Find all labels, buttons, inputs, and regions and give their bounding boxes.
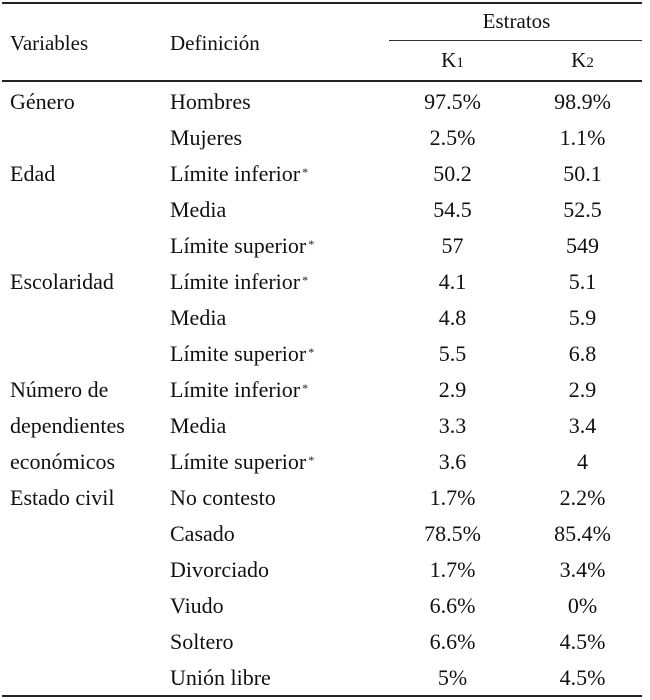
cell-k2: 5.1 (568, 269, 597, 294)
cell-k2: 0% (567, 593, 598, 618)
table-top-rule (2, 2, 642, 4)
footnote-marker: * (308, 453, 315, 467)
cell-definicion: Media (170, 305, 226, 331)
header-k1-subscript: 1 (456, 55, 464, 71)
cell-definicion: Media (170, 413, 226, 439)
cell-definicion: Límite superior * (170, 449, 314, 475)
footnote-marker: * (302, 381, 309, 395)
cell-k1: 1.7% (429, 485, 476, 510)
cell-k1: 2.5% (429, 125, 476, 150)
cell-k2: 2.2% (559, 485, 606, 510)
cell-definicion: No contesto (170, 485, 276, 511)
cell-definicion: Media (170, 197, 226, 223)
cell-k2: 4.5% (559, 629, 606, 654)
cell-k2: 85.4% (554, 521, 611, 546)
cell-definicion-text: Media (170, 197, 227, 222)
cell-definicion: Límite superior * (170, 233, 314, 259)
cell-definicion-text: Límite inferior (170, 377, 301, 402)
strata-underline (389, 40, 642, 41)
cell-k1: 5% (437, 665, 468, 690)
header-definicion: Definición (170, 31, 260, 55)
footnote-marker: * (308, 237, 315, 251)
cell-k1: 78.5% (424, 521, 481, 546)
header-k2: K2 (520, 48, 645, 73)
footnote-marker: * (302, 165, 309, 179)
cell-variable: dependientes (10, 413, 125, 438)
cell-definicion: Límite inferior * (170, 377, 308, 403)
cell-k1: 4.8 (438, 305, 467, 330)
cell-k2: 4.5% (559, 665, 606, 690)
cell-definicion-text: Límite inferior (170, 269, 301, 294)
header-estratos: Estratos (482, 9, 551, 33)
footnote-marker: * (308, 345, 315, 359)
table-bottom-rule (2, 695, 642, 697)
cell-k1: 50.2 (433, 161, 472, 186)
cell-k2: 52.5 (563, 197, 602, 222)
cell-definicion-text: Media (170, 305, 227, 330)
cell-definicion: Límite inferior * (170, 269, 308, 295)
cell-definicion: Límite inferior * (170, 161, 308, 187)
header-k1-base: K (441, 48, 457, 72)
header-k1: K1 (390, 48, 515, 73)
cell-definicion-text: Media (170, 413, 227, 438)
cell-k1: 3.6 (438, 449, 467, 474)
cell-variable: Escolaridad (10, 269, 114, 294)
cell-k1: 5.5 (438, 341, 467, 366)
cell-k2: 5.9 (568, 305, 597, 330)
cell-definicion-text: Divorciado (170, 557, 269, 582)
cell-definicion: Casado (170, 521, 235, 547)
header-k2-subscript: 2 (586, 55, 594, 71)
cell-definicion: Límite superior * (170, 341, 314, 367)
cell-k1: 3.3 (438, 413, 467, 438)
cell-k1: 1.7% (429, 557, 476, 582)
cell-definicion-text: Viudo (170, 593, 224, 618)
cell-k1: 4.1 (438, 269, 467, 294)
header-k2-base: K (571, 48, 587, 72)
cell-definicion-text: Límite superior (170, 449, 307, 474)
cell-definicion-text: Soltero (170, 629, 234, 654)
cell-definicion-text: Límite superior (170, 341, 307, 366)
cell-variable: Género (10, 89, 75, 114)
cell-k1: 6.6% (429, 629, 476, 654)
header-variables: Variables (10, 31, 89, 55)
cell-k1: 2.9 (438, 377, 467, 402)
cell-variable: Estado civil (10, 485, 115, 510)
footnote-marker: * (302, 273, 309, 287)
cell-k2: 549 (566, 233, 599, 258)
cell-definicion-text: Hombres (170, 89, 251, 114)
cell-k1: 57 (441, 233, 464, 258)
cell-definicion-text: Mujeres (170, 125, 243, 150)
cell-definicion-text: Unión libre (170, 665, 271, 690)
cell-k1: 6.6% (429, 593, 476, 618)
cell-definicion: Unión libre (170, 665, 271, 691)
cell-definicion-text: No contesto (170, 485, 276, 510)
cell-k2: 6.8 (568, 341, 597, 366)
cell-variable: Edad (10, 161, 56, 186)
cell-definicion-text: Límite superior (170, 233, 307, 258)
cell-k2: 50.1 (563, 161, 602, 186)
cell-k2: 3.4 (568, 413, 597, 438)
cell-definicion-text: Límite inferior (170, 161, 301, 186)
cell-k2: 98.9% (554, 89, 611, 114)
cell-k1: 54.5 (433, 197, 472, 222)
cell-k1: 97.5% (424, 89, 481, 114)
cell-definicion: Viudo (170, 593, 224, 619)
cell-definicion: Mujeres (170, 125, 242, 151)
cell-k2: 2.9 (568, 377, 597, 402)
header-bottom-rule (2, 80, 642, 82)
cell-k2: 3.4% (559, 557, 606, 582)
cell-definicion: Hombres (170, 89, 251, 115)
cell-k2: 4 (577, 449, 588, 474)
cell-definicion: Divorciado (170, 557, 269, 583)
cell-variable: económicos (10, 449, 116, 474)
cell-definicion: Soltero (170, 629, 234, 655)
cell-k2: 1.1% (559, 125, 606, 150)
cell-variable: Número de (10, 377, 109, 402)
cell-definicion-text: Casado (170, 521, 235, 546)
